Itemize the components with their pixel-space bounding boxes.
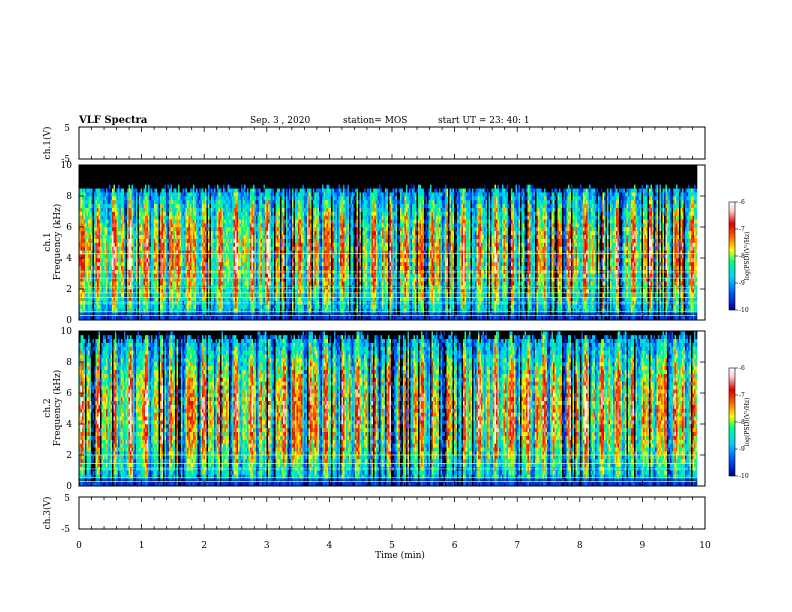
ch1-ylabel: ch.1(V) [42,127,53,160]
ch1-spectrogram-image [79,165,697,320]
station-label: station= MOS [343,116,407,126]
ch1-waveform-panel: ch.1(V) 5 -5 [42,124,705,165]
vlf-spectra-figure: VLF Spectra Sep. 3 , 2020 station= MOS s… [0,0,792,612]
figure-title: VLF Spectra [78,115,148,126]
start-time-label: start UT = 23: 40: 1 [438,116,530,126]
date-label: Sep. 3 , 2020 [250,116,310,126]
ch1-ytick-top: 5 [64,124,70,134]
